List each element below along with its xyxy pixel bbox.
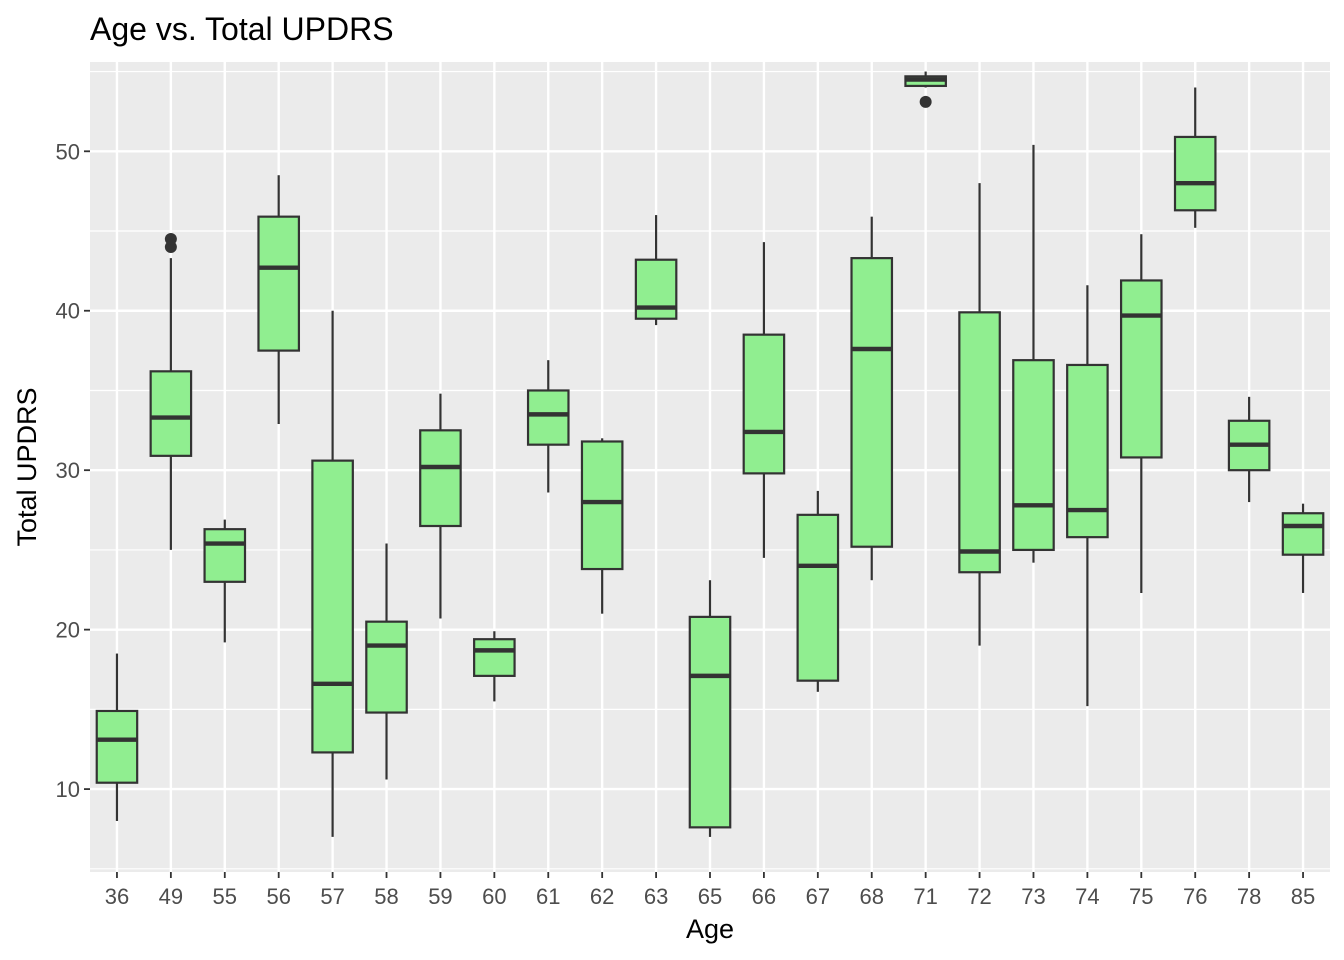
box-group bbox=[1066, 285, 1109, 707]
box bbox=[688, 615, 732, 829]
box-group bbox=[526, 360, 570, 493]
box bbox=[742, 333, 786, 475]
y-tick-label: 10 bbox=[56, 777, 80, 802]
box bbox=[203, 528, 247, 583]
box-group bbox=[1227, 396, 1271, 503]
y-tick-label: 50 bbox=[56, 139, 80, 164]
x-tick-label: 66 bbox=[752, 884, 776, 909]
box-group bbox=[419, 393, 462, 619]
y-tick-label: 40 bbox=[56, 299, 80, 324]
outlier-point bbox=[164, 232, 177, 245]
box-group bbox=[742, 242, 786, 558]
box-group bbox=[149, 232, 193, 550]
box-group bbox=[203, 519, 247, 643]
x-tick-label: 55 bbox=[213, 884, 237, 909]
x-tick-label: 68 bbox=[859, 884, 883, 909]
x-tick-label: 71 bbox=[913, 884, 937, 909]
outlier-point bbox=[919, 95, 932, 108]
x-tick-label: 36 bbox=[105, 884, 129, 909]
box bbox=[796, 513, 840, 682]
x-tick-label: 58 bbox=[374, 884, 398, 909]
box bbox=[1012, 359, 1055, 552]
x-tick-label: 73 bbox=[1021, 884, 1045, 909]
box bbox=[149, 370, 193, 457]
box bbox=[95, 709, 139, 784]
box bbox=[1119, 279, 1163, 459]
box-group bbox=[796, 490, 840, 692]
box-group bbox=[634, 215, 678, 326]
x-tick-label: 63 bbox=[644, 884, 668, 909]
x-tick-label: 57 bbox=[320, 884, 344, 909]
x-tick-label: 60 bbox=[482, 884, 506, 909]
box-group bbox=[1281, 503, 1325, 593]
x-tick-label: 85 bbox=[1291, 884, 1315, 909]
x-tick-label: 76 bbox=[1183, 884, 1207, 909]
box bbox=[419, 429, 462, 528]
x-tick-label: 65 bbox=[698, 884, 722, 909]
box-group bbox=[1012, 144, 1055, 563]
chart-title: Age vs. Total UPDRS bbox=[90, 11, 394, 47]
y-tick-label: 30 bbox=[56, 458, 80, 483]
x-tick-label: 56 bbox=[266, 884, 290, 909]
box-group bbox=[95, 653, 139, 821]
box-group bbox=[580, 438, 624, 614]
box-group bbox=[257, 175, 301, 424]
x-tick-label: 62 bbox=[590, 884, 614, 909]
box-group bbox=[311, 310, 354, 837]
box-group bbox=[688, 580, 732, 837]
box bbox=[958, 311, 1001, 574]
box-group bbox=[850, 216, 894, 581]
y-tick-label: 20 bbox=[56, 618, 80, 643]
box-group bbox=[1119, 234, 1163, 593]
box bbox=[634, 258, 678, 320]
x-tick-label: 59 bbox=[428, 884, 452, 909]
x-tick-label: 75 bbox=[1129, 884, 1153, 909]
box bbox=[473, 638, 516, 677]
box-group bbox=[1173, 87, 1217, 228]
box bbox=[850, 257, 894, 548]
x-tick-label: 78 bbox=[1237, 884, 1261, 909]
x-tick-label: 67 bbox=[806, 884, 830, 909]
box bbox=[526, 389, 570, 446]
x-axis-title: Age bbox=[686, 914, 734, 944]
x-tick-label: 61 bbox=[536, 884, 560, 909]
box-group bbox=[473, 631, 516, 702]
box bbox=[257, 215, 301, 352]
box-group bbox=[958, 183, 1001, 646]
box bbox=[580, 440, 624, 571]
grid-major bbox=[90, 62, 1330, 872]
x-tick-label: 72 bbox=[967, 884, 991, 909]
x-axis: 36 49 55 56 57 58 59 60 61 62 63 65 66 67 68 71 72 73 74 75… bbox=[105, 872, 1315, 909]
y-axis-title: Total UPDRS bbox=[12, 387, 42, 546]
box bbox=[365, 620, 408, 714]
box bbox=[1173, 135, 1217, 212]
boxes-layer bbox=[95, 71, 1325, 837]
box-group bbox=[365, 543, 408, 780]
box-group bbox=[904, 71, 947, 108]
x-tick-label: 74 bbox=[1075, 884, 1099, 909]
box bbox=[311, 459, 354, 754]
x-tick-label: 49 bbox=[159, 884, 183, 909]
box bbox=[1281, 512, 1325, 556]
y-axis: 10 20 30 40 50 bbox=[56, 139, 90, 802]
